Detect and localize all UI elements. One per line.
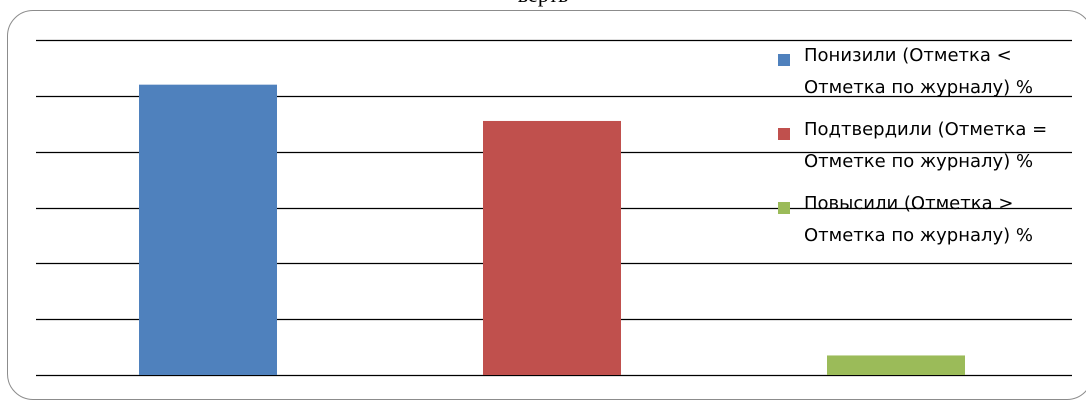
legend-swatch-lowered (778, 54, 790, 66)
legend-swatch-raised (778, 202, 790, 214)
legend-label-confirmed: Подтвердили (Отметка = Отметке по журнал… (804, 119, 1048, 172)
legend-label-lowered: Понизили (Отметка < Отметка по журналу) … (804, 45, 1034, 98)
chart-legend: Понизили (Отметка < Отметка по журналу) … (778, 40, 1078, 262)
legend-item-confirmed: Подтвердили (Отметка = Отметке по журнал… (778, 114, 1078, 178)
bar-0 (139, 84, 277, 376)
legend-item-raised: Повысили (Отметка > Отметка по журналу) … (778, 188, 1078, 252)
bar-2 (827, 355, 965, 375)
legend-label-raised: Повысили (Отметка > Отметка по журналу) … (804, 193, 1034, 246)
legend-item-lowered: Понизили (Отметка < Отметка по журналу) … (778, 40, 1078, 104)
bar-1 (483, 120, 621, 375)
chart-title-fragment: верть (0, 0, 1086, 8)
legend-swatch-confirmed (778, 128, 790, 140)
